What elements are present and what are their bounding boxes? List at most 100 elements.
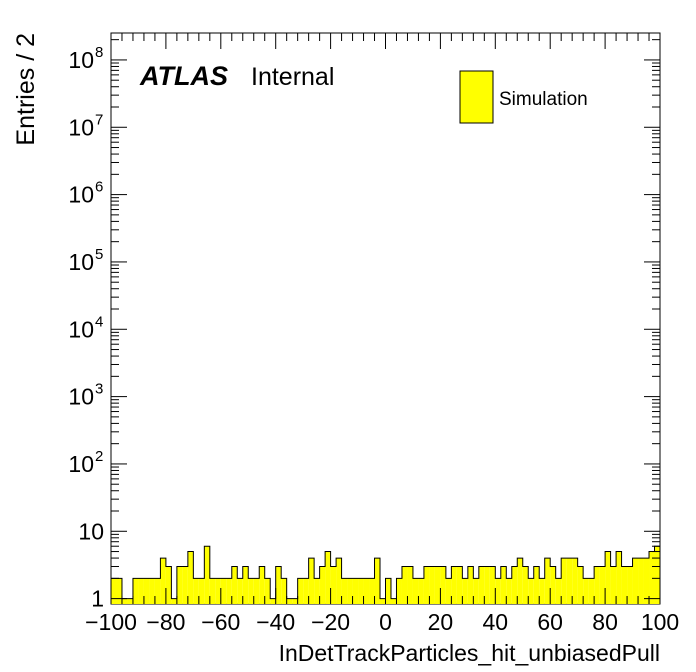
histogram-bar [165, 566, 172, 604]
histogram-bar [555, 578, 562, 604]
x-tick-label: −100 [85, 609, 137, 635]
histogram-bar [445, 578, 452, 604]
histogram-bar [429, 566, 435, 604]
histogram-bar [292, 598, 298, 604]
histogram-bar [281, 578, 287, 604]
x-tick-label: 60 [537, 609, 563, 635]
histogram-bar [270, 598, 276, 604]
histogram-bar [237, 578, 243, 604]
y-tick-exponent: 3 [95, 381, 103, 398]
histogram-bar [632, 558, 639, 604]
histogram-bar [242, 566, 249, 604]
histogram-bar [358, 578, 364, 604]
histogram-bar [330, 566, 337, 604]
histogram-bar [484, 566, 490, 604]
histogram-bar [121, 598, 128, 604]
legend: Simulation [459, 70, 588, 124]
histogram-bar [401, 566, 408, 604]
histogram-bar [396, 578, 402, 604]
histogram-bar [297, 578, 304, 604]
x-tick-label: 80 [592, 609, 618, 635]
histogram-bar [341, 578, 348, 604]
histogram-bar [132, 578, 139, 604]
histogram-bar [286, 598, 293, 604]
histogram-bar [599, 566, 606, 604]
x-tick-label: −40 [256, 609, 295, 635]
histogram-bar [544, 558, 551, 604]
histogram-bar [577, 566, 584, 604]
histogram-bar [347, 578, 353, 604]
histogram-bar [380, 598, 386, 604]
x-axis-title: InDetTrackParticles_hit_unbiasedPull [279, 640, 660, 666]
histogram-bar [528, 578, 534, 604]
histogram-bar [363, 578, 370, 604]
y-tick-label: 10 [68, 114, 94, 140]
histogram-bar [111, 578, 117, 604]
histogram-bar [160, 558, 166, 604]
histogram-bar [336, 558, 342, 604]
histogram-bar [539, 578, 545, 604]
y-tick-label: 10 [78, 518, 104, 544]
histogram-bar [253, 578, 260, 604]
y-tick-label: 1 [91, 586, 104, 612]
y-tick-label: 10 [68, 47, 94, 73]
histogram-bar [588, 578, 595, 604]
atlas-label: ATLAS [139, 61, 228, 91]
axis-ticks [110, 33, 661, 604]
x-tick-labels: −100 −80 −60 −40 −20 0 20 40 60 80 100 [85, 609, 679, 635]
histogram-bar [275, 566, 282, 604]
histogram-bar [495, 578, 501, 604]
x-tick-label: −20 [311, 609, 350, 635]
histogram-bar [231, 566, 238, 604]
histogram-bar [138, 578, 144, 604]
y-tick-exponent: 5 [95, 246, 103, 263]
histogram-bars [110, 545, 661, 604]
histogram-bar [412, 578, 419, 604]
histogram-bar [259, 566, 265, 604]
histogram-bar [198, 578, 205, 604]
histogram-bar [193, 578, 199, 604]
histogram-bar [325, 551, 331, 604]
histogram-bar [610, 566, 617, 604]
y-tick-exponent: 6 [95, 179, 103, 196]
histogram-bar [171, 598, 177, 604]
histogram-bar [638, 558, 644, 604]
histogram-bar [467, 566, 474, 604]
x-tick-label: 100 [641, 609, 679, 635]
histogram-bar [451, 566, 457, 604]
histogram-bar [654, 546, 660, 604]
histogram-bar [418, 578, 424, 604]
y-tick-exponent: 4 [95, 313, 103, 330]
histogram-bar [506, 578, 512, 604]
x-tick-label: −60 [201, 609, 240, 635]
histogram-bar [308, 558, 315, 604]
histogram-bar [522, 566, 529, 604]
x-tick-label: −80 [146, 609, 185, 635]
histogram-bar [187, 551, 194, 604]
histogram-bar [489, 566, 496, 604]
histogram-bar [500, 566, 507, 604]
histogram-bar [319, 566, 326, 604]
histogram-bar [314, 578, 320, 604]
legend-swatch [459, 70, 494, 124]
histogram-bar [226, 578, 232, 604]
histogram-bar [220, 578, 227, 604]
histogram-bar [561, 558, 567, 604]
histogram-bar [594, 566, 600, 604]
histogram-bar [456, 566, 463, 604]
histogram-bar [621, 566, 628, 604]
histogram-bar [352, 578, 359, 604]
histogram-bar [566, 558, 573, 604]
histogram-bar [583, 578, 589, 604]
x-tick-label: 40 [483, 609, 509, 635]
y-tick-label: 10 [68, 451, 94, 477]
histogram-bar [116, 578, 122, 604]
plot-frame [110, 32, 661, 605]
histogram-bar [440, 566, 446, 604]
histogram-bar [572, 558, 578, 604]
y-tick-exponent: 7 [95, 111, 103, 128]
histogram-bar [550, 566, 556, 604]
histogram-bar [374, 558, 381, 604]
